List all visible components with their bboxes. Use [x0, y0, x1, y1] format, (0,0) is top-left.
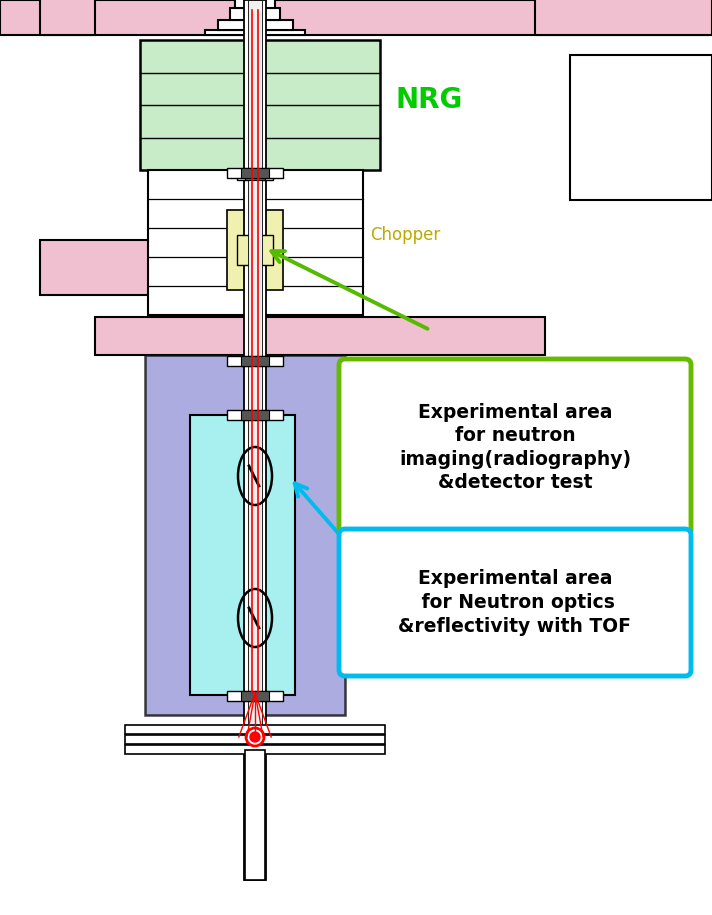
- Text: NRG: NRG: [395, 86, 462, 114]
- Bar: [227, 210, 283, 290]
- Bar: [227, 691, 283, 701]
- Bar: [237, 235, 273, 265]
- Bar: [145, 355, 345, 715]
- Text: Experimental area
for neutron
imaging(radiography)
&detector test: Experimental area for neutron imaging(ra…: [399, 403, 631, 492]
- Bar: [244, 0, 266, 880]
- Text: Chopper: Chopper: [370, 226, 440, 244]
- Bar: [40, 0, 95, 35]
- Bar: [241, 356, 269, 366]
- Bar: [148, 170, 363, 315]
- Text: Experimental area
 for Neutron optics
&reflectivity with TOF: Experimental area for Neutron optics &re…: [399, 569, 632, 636]
- Bar: [245, 750, 265, 880]
- Bar: [248, 0, 262, 880]
- Bar: [241, 168, 269, 178]
- Bar: [535, 0, 712, 35]
- Bar: [95, 317, 545, 355]
- Bar: [190, 415, 295, 695]
- Bar: [570, 55, 712, 200]
- FancyBboxPatch shape: [339, 529, 691, 676]
- Bar: [140, 40, 380, 170]
- Bar: [205, 30, 305, 35]
- Bar: [227, 356, 283, 366]
- Bar: [235, 0, 275, 8]
- Bar: [40, 240, 315, 295]
- Bar: [125, 735, 385, 744]
- Bar: [218, 20, 293, 30]
- Circle shape: [250, 732, 260, 742]
- Bar: [227, 410, 283, 420]
- Bar: [230, 8, 280, 20]
- Bar: [241, 691, 269, 701]
- Bar: [245, 170, 265, 180]
- Bar: [0, 0, 712, 35]
- Bar: [237, 170, 273, 180]
- Bar: [227, 168, 283, 178]
- Circle shape: [246, 728, 264, 746]
- Bar: [125, 745, 385, 754]
- Bar: [125, 725, 385, 734]
- FancyBboxPatch shape: [339, 359, 691, 536]
- Bar: [241, 410, 269, 420]
